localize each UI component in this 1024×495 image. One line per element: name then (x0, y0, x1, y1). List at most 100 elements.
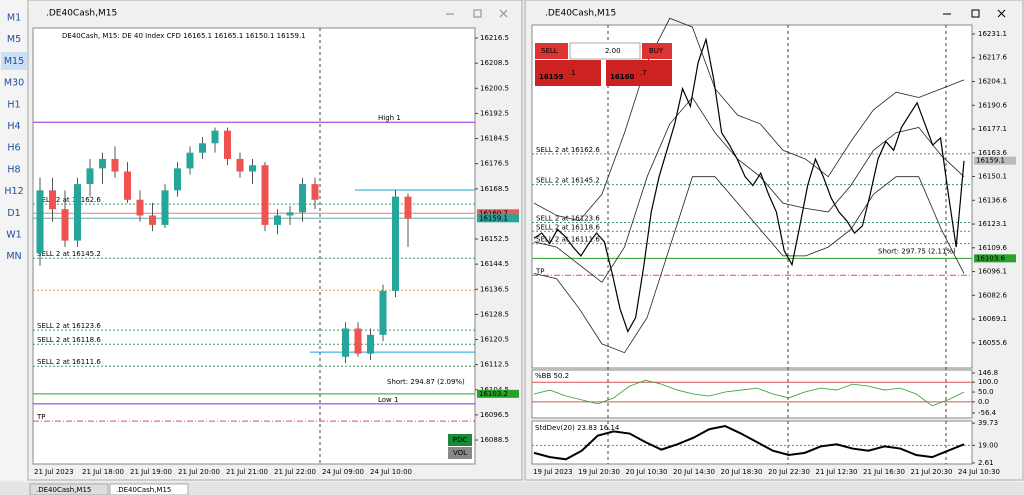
bollinger-upper (533, 17, 965, 222)
y-tick-label: 16217.6 (978, 54, 1007, 62)
timeframe-button[interactable]: D1 (7, 208, 20, 219)
y-tick-label: 16200.5 (480, 84, 509, 92)
lot-box[interactable] (569, 42, 641, 60)
timeframe-button[interactable]: H12 (4, 186, 23, 197)
y-tick-label: 16163.6 (978, 149, 1007, 157)
timeframe-button[interactable]: H8 (7, 164, 20, 175)
window-title: .DE40Cash,M15 (46, 9, 117, 19)
y-tick-label: 16123.1 (978, 220, 1007, 228)
x-tick-label: 20 Jul 18:30 (721, 468, 763, 476)
timeframe-button[interactable]: H6 (7, 143, 20, 154)
y-tick-label: 16150.1 (978, 173, 1007, 181)
y-tick-label: 16152.5 (480, 235, 509, 243)
timeframe-button[interactable]: H1 (7, 99, 20, 110)
y-tick-label: 50.0 (978, 388, 994, 396)
bid-pip: .1 (569, 69, 576, 77)
x-tick-label: 19 Jul 20:30 (578, 468, 620, 476)
bbpct-panel (531, 369, 973, 419)
x-tick-label: 24 Jul 10:30 (958, 468, 1000, 476)
chart-button[interactable] (448, 434, 472, 446)
level-label: TP (36, 413, 46, 421)
buy-button[interactable] (642, 43, 672, 59)
level-label: SELL 2 at 16145.2 (536, 177, 600, 185)
candle-body (354, 328, 362, 354)
y-tick-label: 16168.5 (480, 185, 509, 193)
x-tick-label: 21 Jul 20:00 (178, 468, 220, 476)
candle-body (186, 152, 194, 169)
indicator-label: %BB 50.2 (535, 372, 569, 380)
ask-pip: .7 (640, 69, 647, 77)
y-tick-label: 16176.5 (480, 160, 509, 168)
level-label: SELL 2 at 16123.6 (37, 322, 101, 330)
chart-header: DE40Cash, M15: DE 40 Index CFD 16165.1 1… (62, 32, 306, 40)
y-tick-label: 16055.6 (978, 339, 1007, 347)
candle-body (274, 215, 281, 225)
price-tag-label: 16103.2 (479, 390, 508, 398)
level-label: High 1 (378, 114, 401, 122)
chart-button-label: PDC (453, 436, 468, 444)
candle-body (111, 158, 119, 172)
timeframe-button[interactable]: W1 (6, 230, 21, 241)
x-tick-label: 21 Jul 12:30 (816, 468, 858, 476)
price-tag (477, 389, 519, 398)
price-tag (974, 156, 1016, 165)
candle-body (224, 130, 231, 159)
y-tick-label: 16082.6 (978, 291, 1007, 299)
bid-box[interactable] (535, 60, 601, 86)
level-label: TP (535, 267, 545, 275)
sell-button[interactable] (535, 43, 568, 59)
timeframe-button[interactable]: H4 (7, 121, 20, 132)
timeframe-button[interactable]: M5 (7, 34, 21, 45)
y-tick-label: 16208.5 (480, 59, 509, 67)
y-tick-label: 19.00 (978, 441, 998, 449)
price-tag-label: 16159.1 (479, 214, 508, 222)
y-tick-label: 0.0 (978, 398, 989, 406)
candle-body (392, 196, 399, 291)
window-buttons[interactable] (446, 9, 1006, 18)
candle-body (367, 334, 374, 354)
candle-body (261, 165, 269, 225)
x-tick-label: 21 Jul 16:30 (863, 468, 905, 476)
lot-value: 2.00 (605, 47, 621, 55)
chart-button[interactable] (448, 447, 472, 459)
y-tick-label: 16190.6 (978, 101, 1007, 109)
candle-body (49, 190, 56, 210)
y-tick-label: 16112.5 (480, 361, 509, 369)
sell-label: SELL (541, 47, 558, 55)
timeframe-button[interactable]: M1 (7, 13, 21, 24)
buy-label: BUY (649, 47, 664, 55)
y-tick-label: 16069.1 (978, 315, 1007, 323)
price-tag (477, 214, 519, 223)
y-tick-label: 146.8 (978, 369, 998, 377)
candle-body (74, 184, 81, 241)
y-tick-label: 16104.5 (480, 386, 509, 394)
candle-body (379, 290, 387, 335)
y-tick-label: -56.4 (978, 409, 997, 417)
timeframe-button[interactable]: MN (6, 251, 21, 262)
candle-body (211, 130, 219, 144)
tab-label: .DE40Cash,M15 (36, 486, 91, 494)
tab[interactable] (109, 483, 189, 495)
bollinger-lower (533, 176, 965, 354)
timeframe-button[interactable]: M15 (4, 56, 24, 67)
level-label: SELL 2 at 16118.6 (37, 336, 101, 344)
ask-main: 16160 (610, 73, 634, 81)
level-label: SELL 2 at 16162.6 (37, 196, 101, 204)
level-label: SELL 2 at 16162.6 (536, 146, 600, 154)
candle-body (404, 196, 412, 219)
y-tick-label: 16120.5 (480, 336, 509, 344)
candle-body (61, 209, 69, 241)
tab[interactable] (29, 483, 109, 495)
candle-body (286, 212, 294, 216)
ask-box[interactable] (606, 60, 672, 86)
bid-main: 16159 (539, 73, 563, 81)
timeframe-button[interactable]: M30 (4, 78, 24, 89)
price-tag-label: 16159.1 (976, 157, 1005, 165)
x-tick-label: 19 Jul 2023 (533, 468, 573, 476)
y-tick-label: 16231.1 (978, 30, 1007, 38)
candle-body (161, 190, 169, 225)
x-tick-label: 20 Jul 14:30 (673, 468, 715, 476)
levels: High 1 SELL 2 at 16162.6 SELL 2 at 16145.2… (36, 114, 401, 421)
